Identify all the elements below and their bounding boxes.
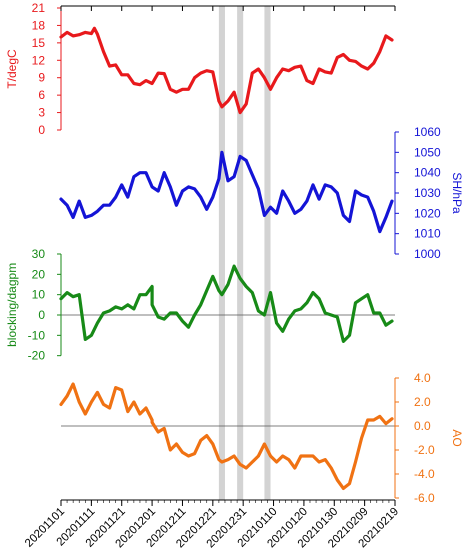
y-tick-label-T: 0: [38, 123, 45, 137]
y-tick-label-T: 12: [32, 53, 46, 67]
shaded-period-2: [237, 6, 244, 500]
y-tick-label-AO: -6.0: [414, 491, 435, 505]
panel-blocking: -20 -10 0 10 20 30 blocking/dagpm: [5, 247, 395, 363]
y-tick-label-AO: 4.0: [414, 371, 431, 385]
y-tick-label-AO: 2.0: [414, 395, 431, 409]
series-line-AO: [59, 382, 394, 490]
series-line-SH: [59, 150, 394, 234]
y-tick-label-SH: 1000: [414, 247, 441, 261]
panel-T: 0 3 6 9 12 15 18 21 T/degC: [5, 1, 394, 137]
y-tick-label-T: 9: [38, 71, 45, 85]
series-line-blocking: [59, 264, 394, 343]
y-axis-title-SH: SH/hPa: [450, 172, 462, 214]
y-tick-label-T: 6: [38, 88, 45, 102]
y-axis-title-blocking: blocking/dagpm: [5, 263, 19, 347]
y-axis-title-T: T/degC: [5, 49, 19, 89]
shaded-period-3: [264, 6, 271, 500]
y-tick-label-AO: -2.0: [414, 443, 435, 457]
y-tick-label-T: 3: [38, 106, 45, 120]
y-tick-label-SH: 1060: [414, 125, 441, 139]
y-tick-label-T: 18: [32, 18, 46, 32]
y-tick-label-blocking: 20: [32, 267, 46, 281]
y-tick-label-SH: 1010: [414, 227, 441, 241]
y-axis-title-AO: AO: [450, 429, 462, 446]
y-tick-label-SH: 1050: [414, 145, 441, 159]
y-tick-label-blocking: 0: [38, 308, 45, 322]
panel-AO: -6.0 -4.0 -2.0 0.0 2.0 4.0 AO: [59, 371, 462, 505]
y-tick-label-T: 15: [32, 36, 46, 50]
y-tick-label-T: 21: [32, 1, 46, 15]
y-tick-label-blocking: 30: [32, 247, 46, 261]
y-tick-label-blocking: -20: [28, 349, 46, 363]
y-tick-label-AO: 0.0: [414, 419, 431, 433]
y-tick-label-blocking: -10: [28, 328, 46, 342]
panel-SH: 1000 1010 1020 1030 1040 1050 1060 SH/hPa: [59, 125, 462, 261]
shaded-period-1: [218, 6, 225, 500]
series-line-T: [59, 26, 394, 115]
y-tick-label-SH: 1030: [414, 186, 441, 200]
y-tick-label-SH: 1040: [414, 166, 441, 180]
y-tick-label-AO: -4.0: [414, 467, 435, 481]
y-tick-label-SH: 1020: [414, 206, 441, 220]
y-tick-label-blocking: 10: [32, 288, 46, 302]
